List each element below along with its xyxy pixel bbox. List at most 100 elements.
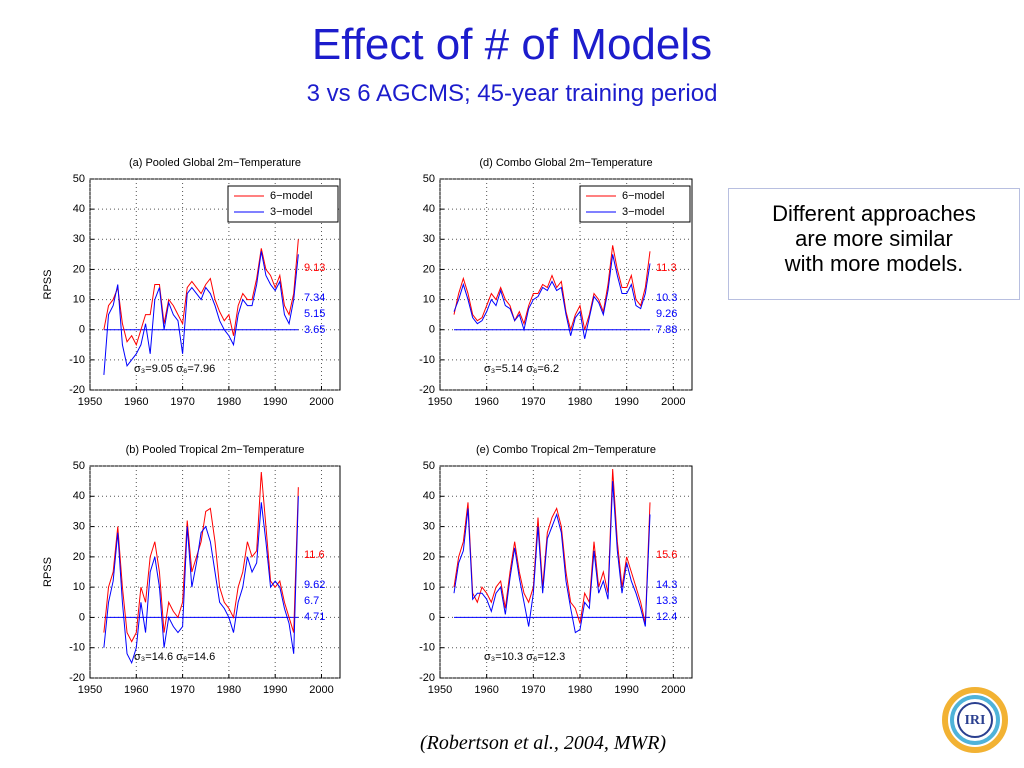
legend-label: 6−model bbox=[622, 190, 665, 202]
note-box: Different approaches are more similar wi… bbox=[728, 188, 1020, 300]
chart-title: (a) Pooled Global 2m−Temperature bbox=[129, 157, 301, 169]
x-tick-label: 1990 bbox=[614, 684, 638, 696]
y-tick-label: 0 bbox=[429, 324, 435, 336]
series-line bbox=[453, 468, 651, 624]
series-line bbox=[453, 254, 651, 339]
slide-subtitle: 3 vs 6 AGCMS; 45-year training period bbox=[306, 80, 718, 107]
y-axis-label: RPSS bbox=[42, 557, 54, 587]
citation: (Robertson et al., 2004, MWR) bbox=[420, 732, 667, 754]
legend-label: 3−model bbox=[270, 206, 313, 218]
series-line bbox=[103, 496, 299, 665]
logo: IRI bbox=[942, 687, 1008, 753]
logo-center bbox=[957, 702, 993, 738]
annotation: 11.6 bbox=[304, 549, 325, 561]
y-tick-label: 10 bbox=[73, 581, 85, 593]
y-tick-label: 10 bbox=[73, 293, 85, 305]
y-tick-label: 40 bbox=[423, 203, 435, 215]
annotation: 9.26 bbox=[656, 308, 677, 320]
y-tick-label: 20 bbox=[423, 551, 435, 563]
chart: (d) Combo Global 2m−Temperature -20 -10 0 10… bbox=[419, 157, 693, 408]
note-line: with more models. bbox=[784, 251, 964, 276]
annotation: 11.3 bbox=[656, 262, 677, 274]
y-tick-label: -20 bbox=[419, 384, 435, 396]
annotation: 5.15 bbox=[304, 308, 325, 320]
annotation: 3.65 bbox=[304, 324, 325, 336]
chart: (b) Pooled Tropical 2m−Temperature RPSS -2… bbox=[42, 444, 341, 696]
annotation: 6.7 bbox=[304, 595, 319, 607]
y-tick-label: 20 bbox=[73, 551, 85, 563]
annotation: 14.3 bbox=[656, 579, 677, 591]
y-tick-label: 40 bbox=[73, 203, 85, 215]
x-tick-label: 1970 bbox=[170, 396, 194, 408]
logo-text: IRI bbox=[964, 713, 985, 728]
annotation: 7.88 bbox=[656, 324, 677, 336]
annotation: 10.3 bbox=[656, 292, 677, 304]
x-tick-label: 1960 bbox=[474, 396, 498, 408]
x-tick-label: 1960 bbox=[474, 684, 498, 696]
note-line: Different approaches bbox=[772, 201, 976, 226]
legend-box bbox=[227, 185, 339, 223]
y-tick-label: -10 bbox=[69, 642, 85, 654]
y-tick-label: 0 bbox=[429, 611, 435, 623]
x-tick-label: 1960 bbox=[124, 684, 148, 696]
x-tick-label: 2000 bbox=[309, 396, 333, 408]
legend-box bbox=[579, 185, 691, 223]
x-tick-label: 1980 bbox=[217, 684, 241, 696]
annotation: 12.4 bbox=[656, 611, 677, 623]
chart-title: (d) Combo Global 2m−Temperature bbox=[479, 157, 652, 169]
legend-label: 6−model bbox=[270, 190, 313, 202]
y-tick-label: -10 bbox=[69, 354, 85, 366]
y-tick-label: 30 bbox=[423, 520, 435, 532]
y-tick-label: 40 bbox=[73, 490, 85, 502]
annotation: 9.13 bbox=[304, 262, 325, 274]
annotation: 15.6 bbox=[656, 549, 677, 561]
slide-title: Effect of # of Models bbox=[311, 20, 713, 69]
y-tick-label: 20 bbox=[73, 263, 85, 275]
y-tick-label: -20 bbox=[419, 672, 435, 684]
x-tick-label: 1980 bbox=[568, 684, 592, 696]
series-line bbox=[103, 239, 299, 347]
x-tick-label: 1950 bbox=[428, 396, 452, 408]
note-line: are more similar bbox=[795, 226, 953, 251]
logo-ring bbox=[950, 695, 1000, 745]
legend-label: 3−model bbox=[622, 206, 665, 218]
annotation: 7.34 bbox=[304, 292, 325, 304]
x-tick-label: 1990 bbox=[263, 684, 287, 696]
y-tick-label: 20 bbox=[423, 263, 435, 275]
y-tick-label: -20 bbox=[69, 672, 85, 684]
x-tick-label: 1980 bbox=[568, 396, 592, 408]
x-tick-label: 1990 bbox=[614, 396, 638, 408]
y-tick-label: 40 bbox=[423, 490, 435, 502]
x-tick-label: 1950 bbox=[428, 684, 452, 696]
y-axis-label: RPSS bbox=[42, 270, 54, 300]
series-line bbox=[103, 251, 299, 375]
chart-title: (b) Pooled Tropical 2m−Temperature bbox=[126, 444, 305, 456]
sigma-label: σ₃=5.14 σ₆=6.2 bbox=[484, 363, 559, 375]
y-tick-label: 50 bbox=[73, 460, 85, 472]
y-tick-label: -10 bbox=[419, 354, 435, 366]
y-tick-label: 50 bbox=[423, 460, 435, 472]
series-line bbox=[103, 472, 299, 643]
y-tick-label: 10 bbox=[423, 581, 435, 593]
chart: (e) Combo Tropical 2m−Temperature -20 -10 0… bbox=[419, 444, 693, 696]
x-tick-label: 1990 bbox=[263, 396, 287, 408]
series-line bbox=[453, 481, 651, 634]
annotation: 9.62 bbox=[304, 579, 325, 591]
sigma-label: σ₃=10.3 σ₆=12.3 bbox=[484, 651, 565, 663]
x-tick-label: 1950 bbox=[78, 396, 102, 408]
y-tick-label: 0 bbox=[79, 611, 85, 623]
y-tick-label: 30 bbox=[73, 520, 85, 532]
y-tick-label: 0 bbox=[79, 324, 85, 336]
x-tick-label: 1960 bbox=[124, 396, 148, 408]
x-tick-label: 2000 bbox=[661, 684, 685, 696]
x-tick-label: 1970 bbox=[170, 684, 194, 696]
x-tick-label: 1970 bbox=[521, 396, 545, 408]
x-tick-label: 2000 bbox=[309, 684, 333, 696]
y-tick-label: 30 bbox=[423, 233, 435, 245]
x-tick-label: 1970 bbox=[521, 684, 545, 696]
y-tick-label: 50 bbox=[423, 173, 435, 185]
annotation: 13.3 bbox=[656, 595, 677, 607]
chart: (a) Pooled Global 2m−Temperature RPSS -20 -… bbox=[42, 157, 341, 408]
x-tick-label: 2000 bbox=[661, 396, 685, 408]
